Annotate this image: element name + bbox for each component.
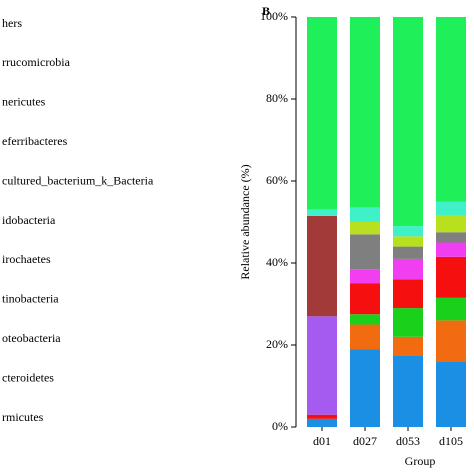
- bar-segment: [307, 17, 337, 210]
- bar-segment: [393, 236, 423, 247]
- bar-segment: [393, 279, 423, 309]
- bar-segment: [350, 324, 380, 350]
- bar-segment: [307, 209, 337, 216]
- bar-segment: [350, 222, 380, 235]
- bar-segment: [393, 226, 423, 237]
- bar-segment: [436, 17, 466, 202]
- bar-segment: [436, 232, 466, 243]
- y-tick-label: 0%: [272, 419, 288, 433]
- legend-label: tinobacteria: [2, 292, 59, 306]
- y-tick-label: 60%: [266, 173, 288, 187]
- bar-segment: [393, 246, 423, 259]
- bar-segment: [393, 336, 423, 356]
- bar-segment: [436, 256, 466, 298]
- legend-label: nericutes: [2, 95, 46, 109]
- bar-segment: [436, 215, 466, 233]
- bar-segment: [393, 355, 423, 427]
- legend-label: cultured_bacterium_k_Bacteria: [2, 173, 154, 187]
- bar-segment: [350, 314, 380, 325]
- bar-segment: [307, 316, 337, 415]
- legend-label: cteroidetes: [2, 370, 54, 384]
- bar-segment: [307, 418, 337, 427]
- bar-segment: [436, 361, 466, 427]
- y-tick-label: 40%: [266, 255, 288, 269]
- y-tick-label: 100%: [260, 9, 288, 23]
- bar-segment: [436, 201, 466, 216]
- bar-segment: [393, 258, 423, 280]
- bar-segment: [307, 414, 337, 419]
- bar-segment: [350, 17, 380, 208]
- bar-segment: [350, 234, 380, 270]
- x-tick-label: d053: [396, 434, 420, 448]
- panel-label: B: [262, 4, 270, 18]
- x-tick-label: d01: [313, 434, 331, 448]
- bar-segment: [350, 283, 380, 315]
- bar-segment: [307, 215, 337, 317]
- x-axis-label: Group: [405, 454, 436, 468]
- bar-segment: [350, 349, 380, 427]
- y-tick-label: 80%: [266, 91, 288, 105]
- legend-label: rmicutes: [2, 410, 44, 424]
- bar-segment: [393, 17, 423, 227]
- bar-segment: [350, 269, 380, 284]
- legend-label: oteobacteria: [2, 331, 61, 345]
- legend-label: hers: [2, 16, 22, 30]
- bar-segment: [350, 207, 380, 222]
- legend-label: eferribacteres: [2, 134, 68, 148]
- bar-segment: [393, 308, 423, 337]
- bar-segment: [436, 320, 466, 362]
- y-tick-label: 20%: [266, 337, 288, 351]
- legend-label: idobacteria: [2, 213, 56, 227]
- bar-segment: [436, 242, 466, 257]
- legend-label: irochaetes: [2, 252, 51, 266]
- bar-segment: [436, 297, 466, 321]
- x-tick-label: d027: [353, 434, 377, 448]
- x-tick-label: d105: [439, 434, 463, 448]
- y-axis-label: Relative abundance (%): [238, 164, 252, 279]
- legend-label: rrucomicrobia: [2, 55, 71, 69]
